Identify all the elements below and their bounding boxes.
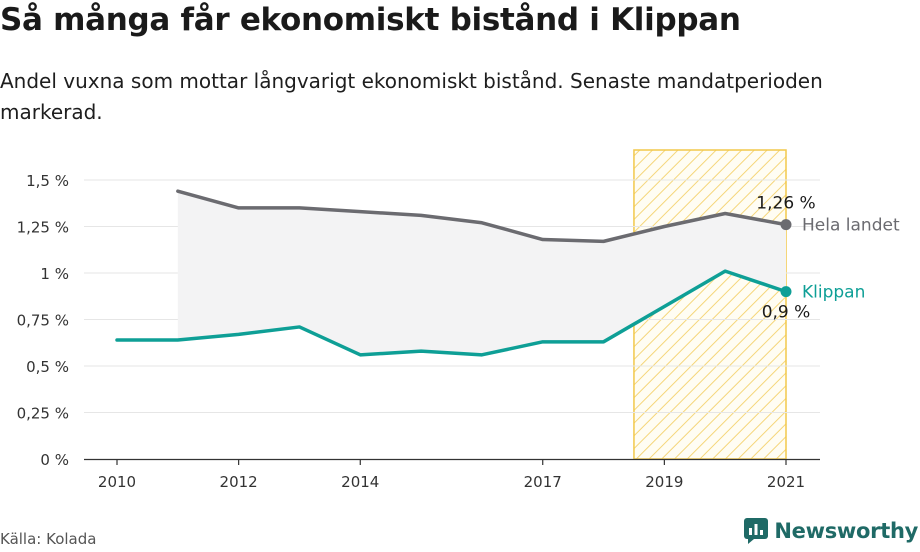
series-name-label: Hela landet bbox=[802, 216, 900, 236]
chart-subtitle: Andel vuxna som mottar långvarigt ekonom… bbox=[0, 69, 823, 124]
y-tick-label: 1,25 % bbox=[17, 219, 69, 237]
chart-title: Så många får ekonomiskt bistånd i Klippa… bbox=[0, 2, 741, 38]
series-end-marker bbox=[780, 219, 792, 231]
x-axis-labels: 2010 2012 2014 2017 2019 2021 bbox=[98, 473, 805, 491]
y-tick-label: 0,75 % bbox=[17, 312, 69, 330]
difference-area-fill bbox=[177, 191, 786, 355]
series-end-marker bbox=[780, 286, 792, 298]
y-axis-labels: 0 % 0,25 % 0,5 % 0,75 % 1 % 1,25 % 1,5 % bbox=[17, 172, 69, 469]
x-tick-label: 2019 bbox=[645, 473, 683, 491]
series-value-label: 1,26 % bbox=[756, 194, 815, 214]
x-axis bbox=[84, 458, 820, 465]
series-name-label: Klippan bbox=[802, 283, 865, 303]
y-tick-label: 0 % bbox=[40, 451, 69, 469]
series-line bbox=[115, 269, 788, 357]
logo-text: Newsworthy bbox=[774, 519, 918, 543]
x-tick-label: 2014 bbox=[341, 473, 379, 491]
newsworthy-logo: Newsworthy bbox=[744, 518, 918, 544]
y-tick-label: 1,5 % bbox=[26, 172, 69, 190]
y-tick-label: 0,5 % bbox=[26, 358, 69, 376]
series-line bbox=[176, 189, 788, 244]
difference-area bbox=[177, 191, 786, 355]
x-tick-label: 2012 bbox=[220, 473, 258, 491]
series-lines bbox=[115, 189, 788, 357]
x-tick-label: 2010 bbox=[98, 473, 136, 491]
y-tick-label: 1 % bbox=[40, 265, 69, 283]
source-note: Källa: Kolada bbox=[0, 530, 97, 548]
y-tick-label: 0,25 % bbox=[17, 405, 69, 423]
series-value-label: 0,9 % bbox=[762, 303, 811, 323]
newsworthy-logo-icon bbox=[744, 518, 769, 544]
x-tick-label: 2017 bbox=[524, 473, 562, 491]
x-tick-label: 2021 bbox=[767, 473, 805, 491]
